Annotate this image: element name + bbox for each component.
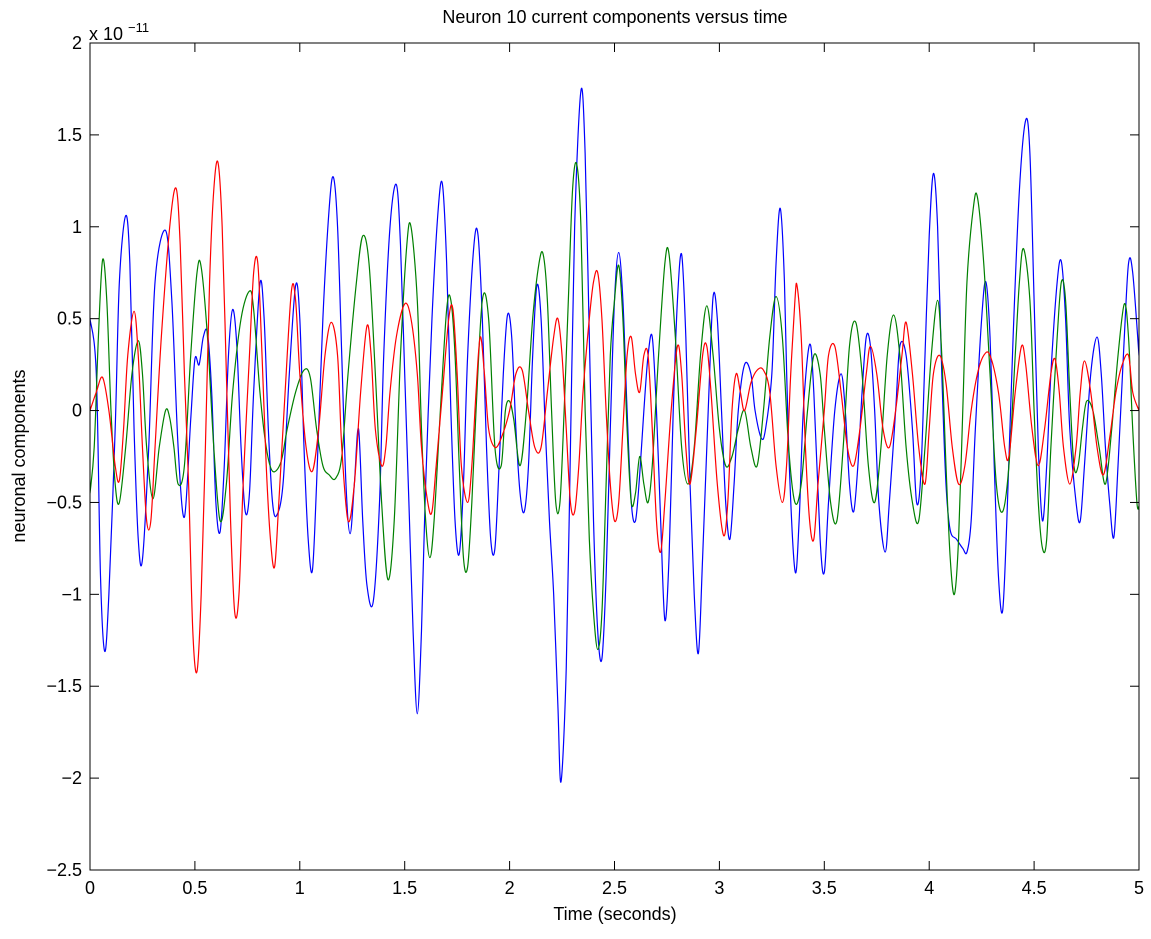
y-tick-label: −0.5 (46, 492, 82, 512)
y-tick-label: 2 (72, 33, 82, 53)
x-tick-label: 3 (714, 878, 724, 898)
series-line-2 (90, 161, 1139, 651)
y-tick-label: −2 (61, 768, 82, 788)
y-tick-label: 1.5 (57, 125, 82, 145)
x-tick-label: 5 (1134, 878, 1144, 898)
x-axis: 0 0.5 1 1.5 2 2.5 3 3.5 4 4.5 5 (85, 43, 1144, 898)
y-tick-label: −1 (61, 584, 82, 604)
y-tick-label: 1 (72, 217, 82, 237)
x-tick-label: 1.5 (392, 878, 417, 898)
x-tick-label: 4 (924, 878, 934, 898)
x-tick-label: 1 (295, 878, 305, 898)
y-tick-label: 0.5 (57, 309, 82, 329)
y-axis: −2.5 −2 −1.5 −1 −0.5 0 0.5 1 1.5 2 (46, 33, 1139, 880)
x-tick-label: 4.5 (1022, 878, 1047, 898)
x-axis-title: Time (seconds) (553, 904, 676, 924)
chart-title: Neuron 10 current components versus time (442, 7, 787, 27)
x-tick-label: 2 (505, 878, 515, 898)
y-exponent-power: −11 (128, 20, 149, 35)
y-exponent-base: x 10 (89, 24, 123, 44)
y-tick-label: −1.5 (46, 676, 82, 696)
plot-area (89, 42, 1140, 871)
x-tick-label: 3.5 (812, 878, 837, 898)
y-axis-title: neuronal components (9, 369, 29, 542)
x-tick-label: 0 (85, 878, 95, 898)
x-tick-label: 2.5 (602, 878, 627, 898)
y-tick-label: 0 (72, 401, 82, 421)
y-exponent-label: x 10 −11 (89, 20, 149, 44)
series-layer (90, 87, 1139, 783)
x-tick-label: 0.5 (182, 878, 207, 898)
y-tick-label: −2.5 (46, 860, 82, 880)
series-line-3 (90, 160, 1139, 674)
series-line-1 (90, 87, 1139, 783)
